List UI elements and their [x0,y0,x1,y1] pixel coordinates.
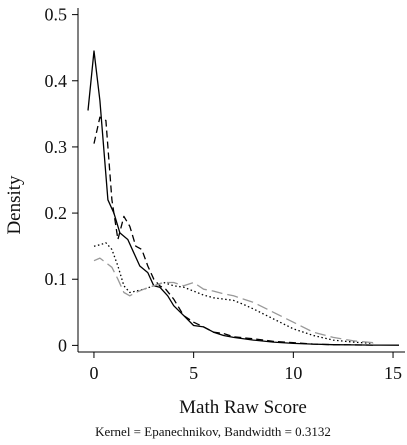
y-tick-label: 0.2 [45,203,68,223]
y-tick-label: 0.5 [45,5,68,25]
x-tick-label: 5 [189,363,198,383]
y-tick-label: 0 [58,335,67,355]
kernel-note: Kernel = Epanechnikov, Bandwidth = 0.313… [95,424,331,439]
density-line-4 [93,257,374,344]
x-tick-label: 15 [384,363,402,383]
y-tick-label: 0.1 [45,269,68,289]
axes: 0 0.1 0.2 0.3 0.4 0.5 0 5 10 15 [45,5,405,383]
y-tick-label: 0.3 [45,137,68,157]
y-axis-label: Density [4,175,25,235]
x-tick-label: 10 [284,363,302,383]
plot-lines [87,50,400,346]
density-line-2 [93,116,374,346]
x-axis-label: Math Raw Score [179,397,307,418]
x-tick-label: 0 [89,363,98,383]
y-tick-label: 0.4 [45,71,68,91]
